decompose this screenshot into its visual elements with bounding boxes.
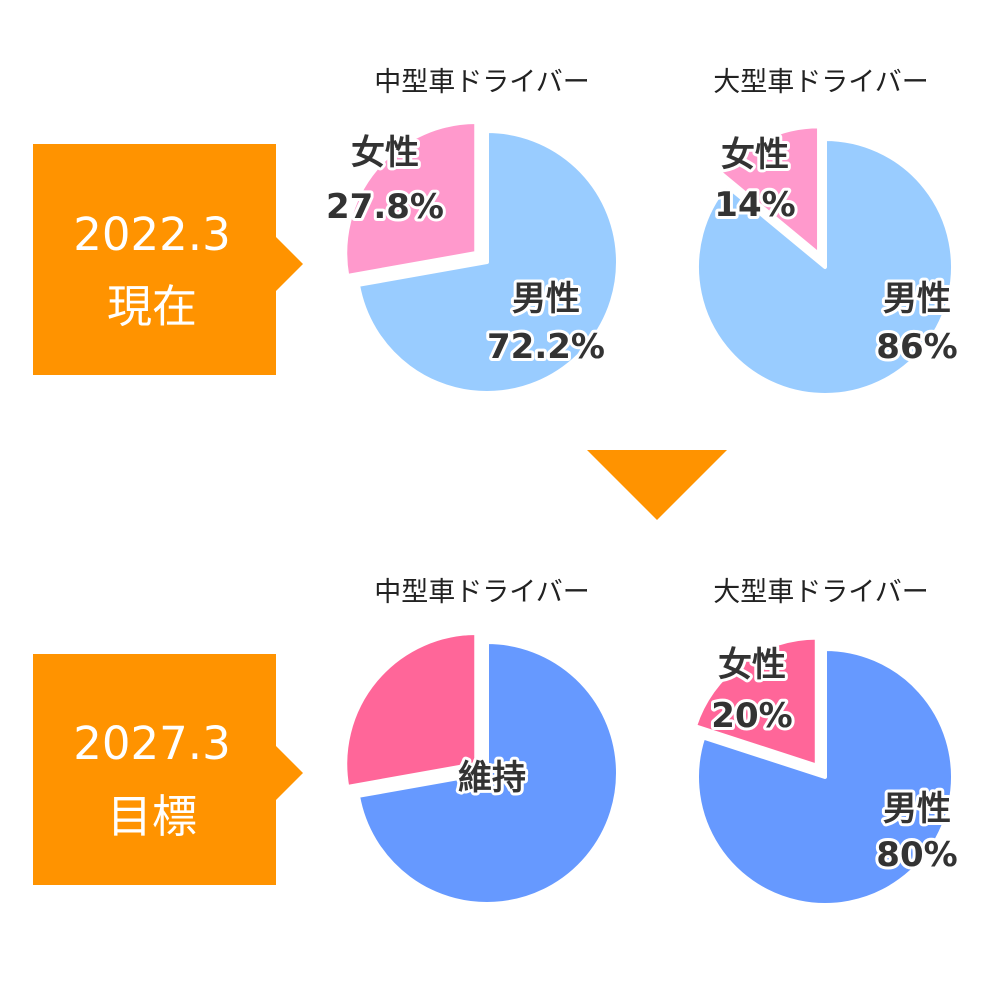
- slice-female: [718, 124, 822, 257]
- down-arrow-icon: [587, 450, 727, 520]
- slice-value-male: 72.2%: [487, 327, 605, 367]
- slice-female: [343, 631, 479, 789]
- slice-male: [356, 640, 620, 906]
- center-label: 維持: [458, 758, 526, 798]
- slice-male: [356, 129, 620, 395]
- slice-value-female: 27.8%: [326, 187, 444, 227]
- slice-value-female: 14%: [714, 185, 795, 225]
- pie-chart-target-medium: 中型車ドライバー 維持: [343, 577, 620, 906]
- slice-label-female: 女性: [351, 133, 419, 173]
- slice-label-female: 女性: [721, 135, 789, 175]
- badge-status-target: 目標: [107, 790, 197, 843]
- chart-title: 中型車ドライバー: [374, 577, 589, 608]
- slice-label-male: 男性: [512, 279, 580, 319]
- chart-title: 中型車ドライバー: [374, 67, 589, 98]
- pie-chart-current-medium: 中型車ドライバー 女性 27.8% 男性 72.2%: [323, 67, 620, 395]
- period-badge-current: 2022.3 現在: [33, 144, 303, 375]
- slice-female: [343, 120, 479, 278]
- slice-label-female: 女性: [718, 645, 786, 685]
- badge-status-current: 現在: [107, 280, 197, 333]
- slice-value-male: 80%: [876, 835, 957, 875]
- period-badge-target: 2027.3 目標: [33, 654, 303, 885]
- slice-value-female: 20%: [711, 696, 792, 736]
- slice-male: [695, 137, 955, 397]
- badge-shape-current: [33, 144, 303, 375]
- slice-label-male: 男性: [883, 789, 951, 829]
- chart-title: 大型車ドライバー: [713, 577, 928, 608]
- badge-period-target: 2027.3: [73, 717, 230, 770]
- pie-chart-current-large: 大型車ドライバー 女性 14% 男性 86%: [695, 67, 961, 397]
- slice-male: [695, 647, 955, 907]
- slice-value-male: 86%: [876, 327, 957, 367]
- slice-label-male: 男性: [883, 279, 951, 319]
- chart-title: 大型車ドライバー: [713, 67, 928, 98]
- badge-shape-target: [33, 654, 303, 885]
- badge-period-current: 2022.3: [73, 208, 230, 261]
- slice-female: [693, 635, 819, 768]
- pie-chart-target-large: 大型車ドライバー 女性 20% 男性 80%: [693, 577, 961, 907]
